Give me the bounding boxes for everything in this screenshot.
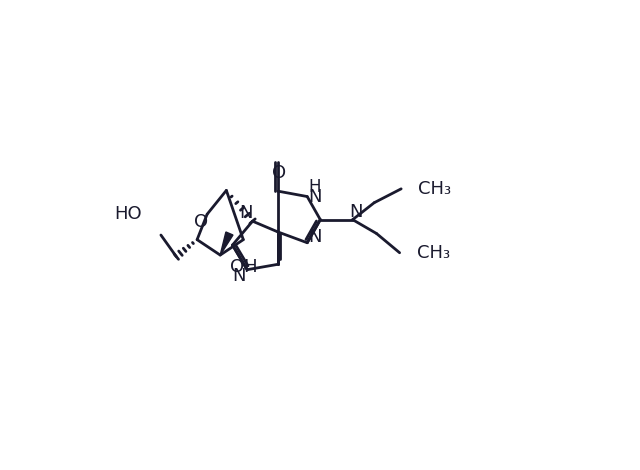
Text: O: O — [194, 213, 208, 231]
Text: N: N — [349, 203, 362, 221]
Text: CH₃: CH₃ — [417, 244, 450, 262]
Text: HO: HO — [114, 205, 141, 223]
Text: N: N — [308, 188, 322, 205]
Text: N: N — [239, 204, 253, 222]
Text: O: O — [273, 164, 287, 182]
Text: N: N — [233, 267, 246, 285]
Text: N: N — [308, 227, 322, 246]
Text: OH: OH — [230, 258, 258, 275]
Polygon shape — [220, 232, 233, 255]
Text: H: H — [308, 178, 321, 196]
Text: CH₃: CH₃ — [418, 180, 451, 198]
